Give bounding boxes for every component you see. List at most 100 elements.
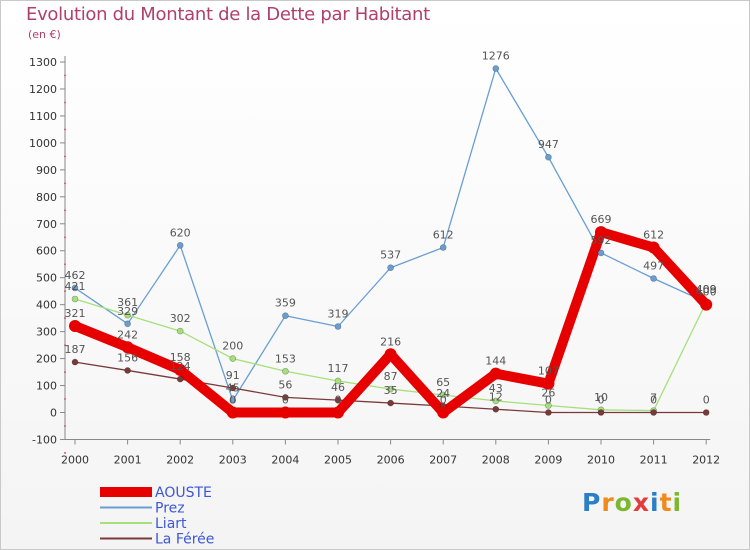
data-label: 124 (170, 360, 191, 373)
data-point (332, 406, 344, 419)
legend-label: Liart (155, 516, 187, 532)
logo-letter: x (632, 488, 650, 517)
data-label: 329 (117, 305, 138, 318)
data-point (69, 319, 81, 332)
y-minor-tick (64, 371, 66, 373)
data-point (492, 65, 500, 72)
data-point (492, 397, 500, 405)
data-point (492, 405, 500, 413)
x-tick-label: 2012 (692, 453, 720, 466)
y-tick-label: 1100 (29, 110, 57, 123)
logo-letter: i (672, 488, 683, 517)
data-point (489, 367, 502, 380)
data-point (545, 409, 552, 416)
data-point (279, 406, 292, 419)
x-tick-label: 2004 (271, 453, 299, 466)
data-points (69, 65, 713, 419)
data-point (700, 298, 713, 311)
data-label: 107 (538, 365, 559, 378)
data-label: 24 (436, 387, 450, 400)
data-point (545, 153, 552, 161)
y-minor-tick (64, 263, 66, 266)
data-label: 669 (591, 213, 612, 226)
data-label: 12 (489, 390, 503, 403)
y-tick-label: 1000 (29, 137, 57, 150)
x-tick-label: 2000 (61, 453, 89, 466)
data-label: 620 (170, 226, 191, 239)
x-tick-label: 2007 (429, 453, 457, 466)
chart-title: Evolution du Montant de la Dette par Hab… (26, 4, 430, 25)
legend-label: Prez (155, 501, 185, 517)
y-tick-label: 300 (36, 326, 57, 339)
x-tick-label: 2002 (166, 453, 194, 466)
data-label: 216 (380, 335, 401, 348)
x-tick-label: 2006 (377, 453, 405, 466)
y-minor-tick (64, 101, 66, 104)
data-label: 0 (282, 394, 289, 407)
logo-letter: o (614, 488, 633, 517)
data-label: 45 (226, 381, 240, 394)
data-point (176, 242, 184, 249)
data-label: 87 (384, 370, 398, 383)
data-point (437, 406, 450, 419)
data-label: 0 (703, 394, 710, 407)
y-minor-tick (64, 236, 66, 239)
x-tick-label: 2010 (587, 453, 615, 466)
data-label: 0 (229, 394, 236, 407)
y-minor-tick (64, 182, 66, 185)
y-tick-label: 0 (50, 407, 57, 420)
data-label: 361 (117, 296, 138, 309)
data-point (597, 409, 605, 416)
data-point (229, 384, 237, 392)
data-label: 497 (643, 260, 664, 273)
data-point (176, 375, 184, 383)
data-point (282, 394, 289, 401)
data-label: 0 (335, 394, 342, 407)
data-point (282, 312, 289, 320)
logo-letter: i (650, 488, 660, 517)
data-label: 421 (65, 280, 86, 293)
data-label: 46 (331, 381, 345, 394)
x-tick-label: 2003 (219, 453, 247, 466)
data-label: 462 (65, 269, 86, 282)
data-point (545, 402, 552, 409)
data-label: 187 (65, 343, 86, 356)
data-point (650, 409, 657, 416)
y-tick-label: 100 (36, 380, 57, 393)
chart-subtitle: (en €) (28, 28, 61, 41)
data-point (124, 367, 131, 374)
data-label: 158 (170, 351, 191, 364)
legend-label: La Férée (155, 532, 214, 548)
y-tick-label: 600 (36, 245, 57, 258)
y-minor-tick (64, 155, 66, 158)
data-point (595, 226, 607, 239)
data-point (387, 399, 394, 407)
data-point (542, 377, 555, 390)
y-tick-label: 200 (36, 353, 57, 366)
data-point (647, 241, 660, 254)
data-point (387, 385, 394, 393)
data-point (229, 397, 237, 404)
logo-letter: r (601, 488, 615, 517)
data-point (71, 295, 79, 303)
data-label: 26 (541, 386, 555, 399)
y-minor-tick (64, 317, 66, 320)
data-label: 0 (650, 394, 657, 407)
y-tick-label: -100 (32, 433, 57, 446)
data-label: 612 (433, 229, 454, 242)
data-label: 592 (591, 234, 612, 247)
proxiti-logo: Proxiti (582, 488, 682, 517)
data-point (121, 341, 134, 354)
logo-letter: t (659, 488, 673, 517)
y-minor-tick (64, 290, 66, 293)
data-point (334, 377, 342, 385)
y-minor-tick (64, 74, 66, 77)
y-minor-tick (64, 398, 66, 400)
data-label: 65 (436, 376, 450, 389)
data-label: 537 (380, 249, 401, 262)
data-label: 1276 (482, 49, 510, 62)
